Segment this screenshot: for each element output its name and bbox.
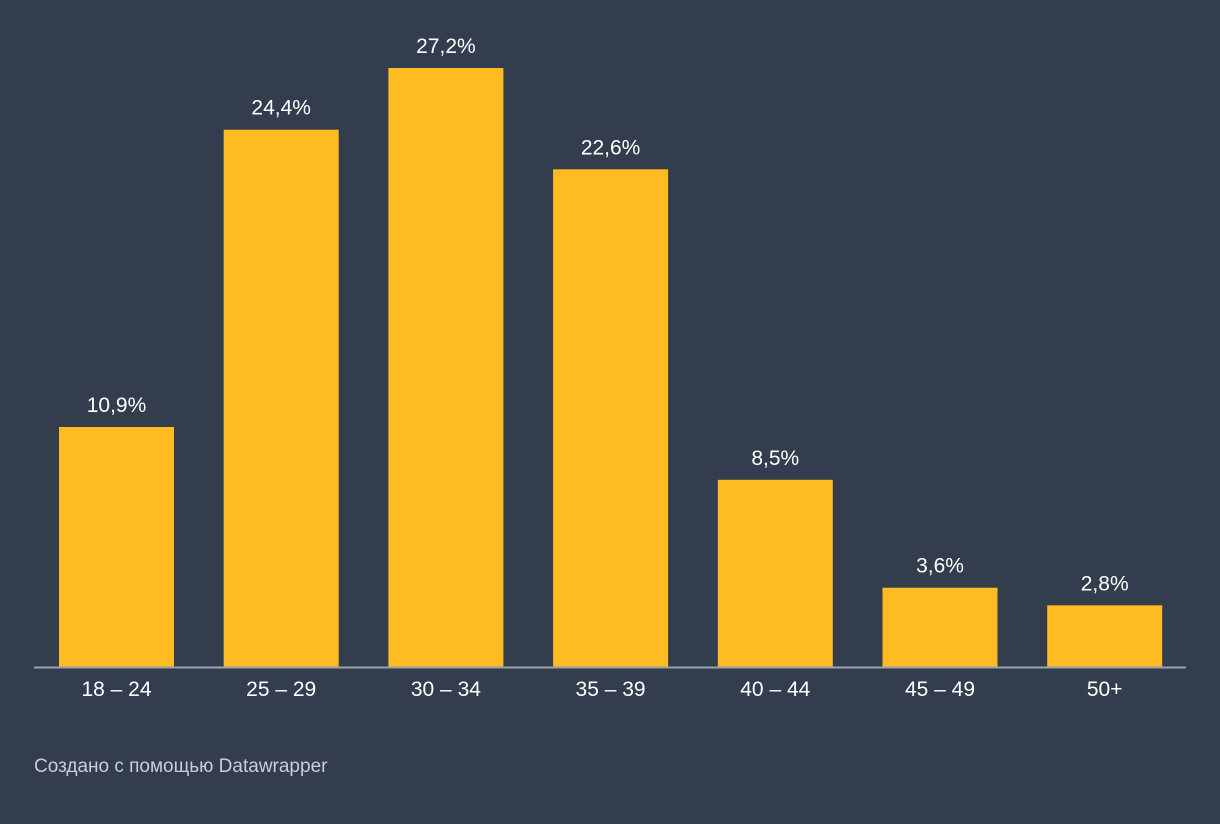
bar-5 bbox=[882, 587, 998, 667]
bar-value-label-3: 22,6% bbox=[581, 136, 641, 159]
bar-value-label-0: 10,9% bbox=[87, 394, 147, 417]
bar-0 bbox=[59, 427, 174, 667]
bar-3 bbox=[553, 169, 669, 668]
value-labels-group: 10,9% 24,4% 27,2% 22,6% 8,5% 3,6% 2,8% bbox=[87, 35, 1129, 595]
x-tick-label-3: 35 – 39 bbox=[576, 678, 646, 701]
x-tick-label-1: 25 – 29 bbox=[246, 678, 316, 701]
datawrapper-credit[interactable]: Создано с помощью Datawrapper bbox=[34, 756, 328, 777]
bar-value-label-2: 27,2% bbox=[416, 35, 476, 58]
x-tick-label-0: 18 – 24 bbox=[81, 678, 151, 701]
bar-value-label-5: 3,6% bbox=[916, 555, 964, 578]
bar-value-label-6: 2,8% bbox=[1081, 572, 1129, 595]
x-tick-label-6: 50+ bbox=[1087, 678, 1123, 701]
x-tick-label-5: 45 – 49 bbox=[905, 678, 975, 701]
bar-value-label-1: 24,4% bbox=[251, 97, 311, 120]
x-tick-label-4: 40 – 44 bbox=[740, 678, 810, 701]
bars-group bbox=[59, 68, 1163, 668]
bar-6 bbox=[1047, 605, 1163, 667]
x-tick-label-2: 30 – 34 bbox=[411, 678, 481, 701]
bar-2 bbox=[388, 68, 504, 667]
x-tick-labels-group: 18 – 24 25 – 29 30 – 34 35 – 39 40 – 44 45 – … bbox=[81, 678, 1122, 701]
bar-1 bbox=[223, 129, 339, 667]
bar-4 bbox=[717, 479, 833, 667]
bar-value-label-4: 8,5% bbox=[751, 447, 799, 470]
